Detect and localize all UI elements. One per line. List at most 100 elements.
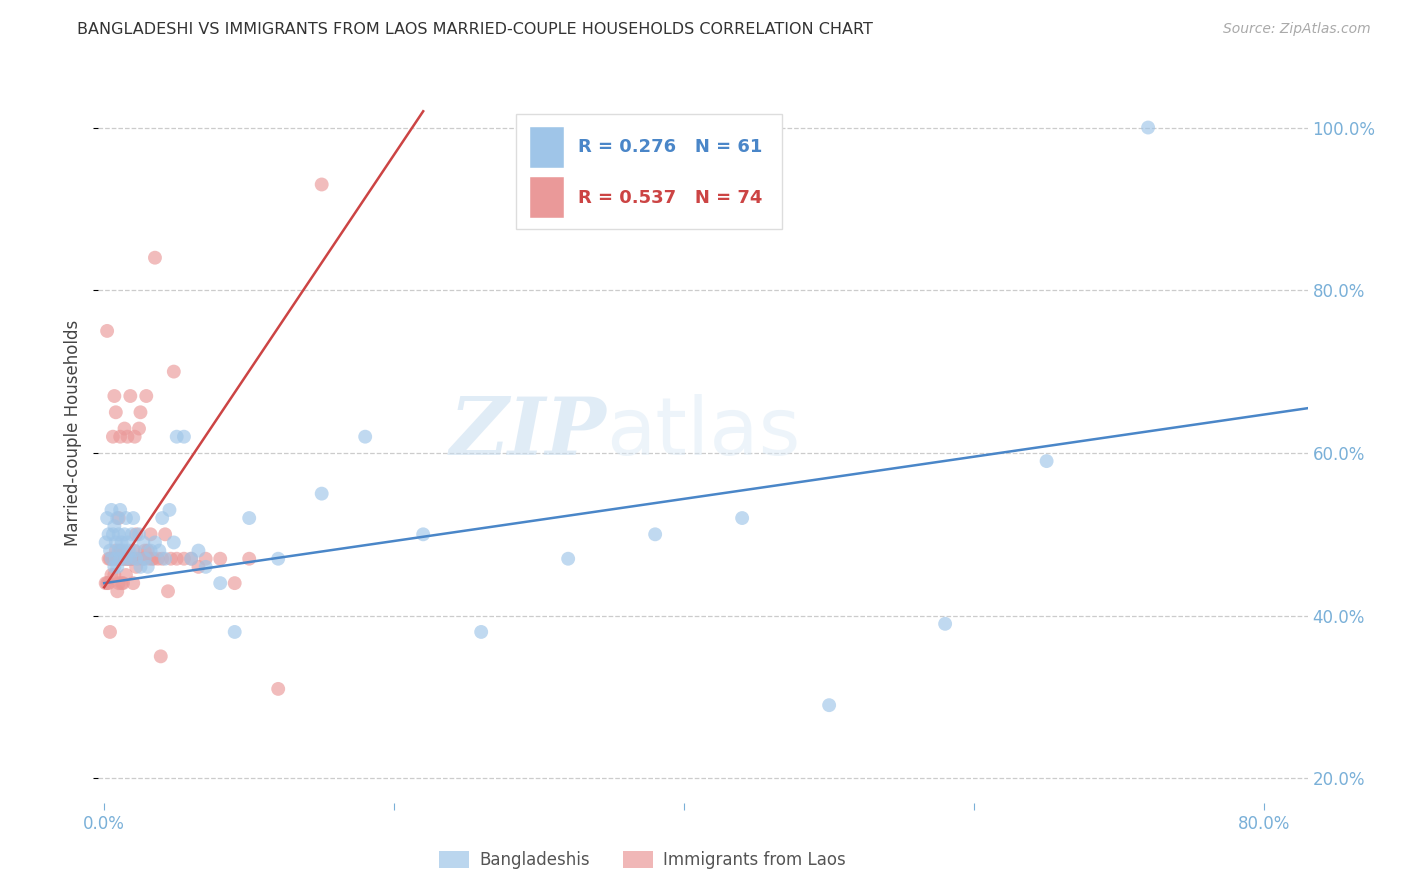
Legend: Bangladeshis, Immigrants from Laos: Bangladeshis, Immigrants from Laos — [433, 845, 852, 876]
Point — [557, 551, 579, 566]
Point — [139, 543, 162, 558]
Point — [125, 551, 148, 566]
Point — [114, 527, 136, 541]
FancyBboxPatch shape — [530, 178, 564, 218]
Point — [120, 551, 142, 566]
Point — [104, 551, 127, 566]
Point — [118, 551, 141, 566]
Point — [150, 511, 173, 525]
Point — [108, 430, 131, 444]
Point — [129, 559, 152, 574]
Point — [139, 527, 162, 541]
FancyBboxPatch shape — [530, 127, 564, 168]
Text: BANGLADESHI VS IMMIGRANTS FROM LAOS MARRIED-COUPLE HOUSEHOLDS CORRELATION CHART: BANGLADESHI VS IMMIGRANTS FROM LAOS MARR… — [77, 22, 873, 37]
Point — [97, 576, 120, 591]
Point — [100, 551, 122, 566]
Point — [100, 503, 122, 517]
Point — [112, 576, 135, 591]
Y-axis label: Married-couple Households: Married-couple Households — [65, 319, 83, 546]
Point — [104, 535, 127, 549]
Point — [209, 551, 232, 566]
Point — [1137, 120, 1160, 135]
Point — [136, 559, 159, 574]
Point — [194, 559, 217, 574]
Point — [187, 543, 209, 558]
Point — [96, 324, 118, 338]
Point — [104, 543, 127, 558]
Point — [159, 503, 181, 517]
Point — [132, 535, 155, 549]
Point — [163, 365, 186, 379]
Point — [108, 551, 131, 566]
Point — [112, 551, 135, 566]
Point — [134, 551, 156, 566]
Point — [1035, 454, 1057, 468]
Point — [120, 551, 142, 566]
Point — [135, 389, 157, 403]
Point — [166, 551, 188, 566]
Point — [117, 430, 139, 444]
Point — [118, 543, 141, 558]
Point — [101, 430, 124, 444]
Point — [115, 551, 138, 566]
Point — [101, 551, 124, 566]
Point — [121, 551, 143, 566]
Point — [117, 551, 139, 566]
Point — [105, 559, 128, 574]
Point — [224, 624, 246, 639]
Point — [98, 624, 121, 639]
Point — [105, 511, 128, 525]
Point — [311, 178, 333, 192]
Point — [238, 511, 260, 525]
Point — [121, 527, 143, 541]
Point — [180, 551, 202, 566]
Point — [136, 543, 159, 558]
Point — [470, 624, 492, 639]
Point — [173, 430, 195, 444]
Point — [98, 543, 121, 558]
Text: Source: ZipAtlas.com: Source: ZipAtlas.com — [1223, 22, 1371, 37]
Point — [129, 405, 152, 419]
Point — [128, 421, 150, 435]
Text: R = 0.276   N = 61: R = 0.276 N = 61 — [578, 138, 763, 156]
Point — [108, 503, 131, 517]
Point — [194, 551, 217, 566]
Point — [120, 389, 142, 403]
Point — [108, 543, 131, 558]
Point — [644, 527, 666, 541]
Point — [107, 543, 129, 558]
Point — [818, 698, 841, 713]
Point — [149, 649, 172, 664]
Point — [124, 430, 146, 444]
Point — [117, 535, 139, 549]
Point — [267, 681, 290, 696]
Point — [142, 551, 165, 566]
Point — [105, 551, 128, 566]
Point — [122, 576, 145, 591]
Point — [105, 584, 128, 599]
Point — [100, 568, 122, 582]
Point — [209, 576, 232, 591]
Point — [97, 551, 120, 566]
Point — [125, 527, 148, 541]
Point — [115, 568, 138, 582]
Point — [97, 527, 120, 541]
Point — [934, 616, 956, 631]
Point — [110, 535, 132, 549]
Point — [146, 551, 169, 566]
Text: R = 0.537   N = 74: R = 0.537 N = 74 — [578, 188, 763, 207]
Point — [114, 421, 136, 435]
Point — [96, 511, 118, 525]
Point — [107, 551, 129, 566]
Point — [96, 576, 118, 591]
Point — [160, 551, 183, 566]
Point — [148, 543, 170, 558]
Point — [107, 527, 129, 541]
Point — [103, 519, 125, 533]
Point — [156, 584, 179, 599]
Point — [127, 551, 149, 566]
Point — [153, 527, 176, 541]
Point — [412, 527, 434, 541]
Point — [112, 543, 135, 558]
Point — [731, 511, 754, 525]
